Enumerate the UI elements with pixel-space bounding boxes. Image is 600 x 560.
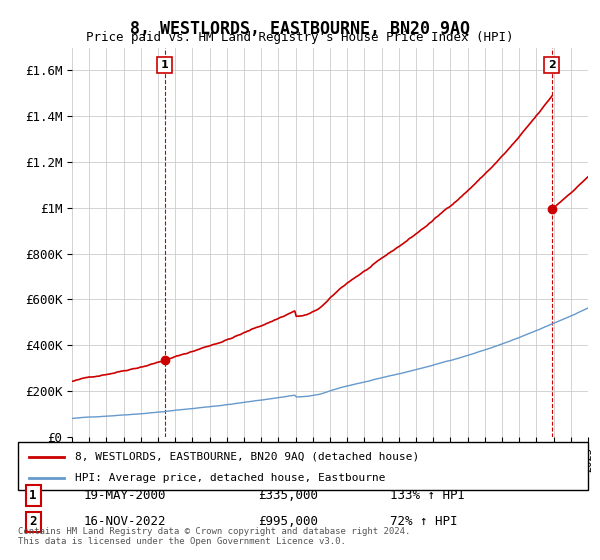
Text: Contains HM Land Registry data © Crown copyright and database right 2024.
This d: Contains HM Land Registry data © Crown c… xyxy=(18,526,410,546)
Text: 16-NOV-2022: 16-NOV-2022 xyxy=(84,515,167,529)
Text: £335,000: £335,000 xyxy=(258,489,318,502)
Text: 1: 1 xyxy=(161,60,169,70)
Text: Price paid vs. HM Land Registry's House Price Index (HPI): Price paid vs. HM Land Registry's House … xyxy=(86,31,514,44)
FancyBboxPatch shape xyxy=(18,442,588,490)
Text: 72% ↑ HPI: 72% ↑ HPI xyxy=(390,515,458,529)
Text: 2: 2 xyxy=(29,515,37,529)
Text: 133% ↑ HPI: 133% ↑ HPI xyxy=(390,489,465,502)
Text: 2: 2 xyxy=(548,60,556,70)
Text: HPI: Average price, detached house, Eastbourne: HPI: Average price, detached house, East… xyxy=(75,473,386,483)
Text: £995,000: £995,000 xyxy=(258,515,318,529)
Text: 19-MAY-2000: 19-MAY-2000 xyxy=(84,489,167,502)
Text: 8, WESTLORDS, EASTBOURNE, BN20 9AQ: 8, WESTLORDS, EASTBOURNE, BN20 9AQ xyxy=(130,20,470,38)
Text: 8, WESTLORDS, EASTBOURNE, BN20 9AQ (detached house): 8, WESTLORDS, EASTBOURNE, BN20 9AQ (deta… xyxy=(75,452,419,461)
Text: 1: 1 xyxy=(29,489,37,502)
